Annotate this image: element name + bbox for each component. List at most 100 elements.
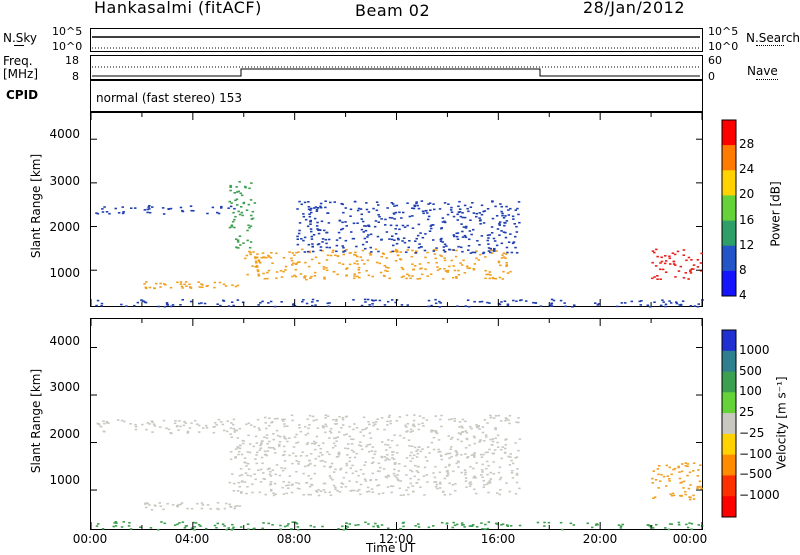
echo-cell	[294, 263, 298, 265]
echo-cell	[340, 482, 343, 484]
echo-cell	[690, 528, 694, 531]
echo-cell	[366, 444, 369, 446]
echo-cell	[472, 212, 476, 214]
colorbar-frame	[721, 329, 737, 518]
echo-cell	[458, 200, 461, 203]
echo-cell	[238, 447, 242, 450]
echo-cell	[179, 283, 183, 285]
echo-cell	[667, 528, 671, 531]
echo-cell	[651, 261, 654, 264]
echo-cell	[525, 300, 528, 302]
echo-cell	[345, 464, 349, 467]
echo-cell	[369, 478, 373, 481]
echo-cell	[287, 484, 290, 486]
echo-cell	[97, 423, 101, 426]
echo-cell	[317, 444, 321, 447]
echo-cell	[424, 256, 427, 259]
echo-cell	[271, 421, 274, 423]
echo-cell	[493, 250, 496, 252]
echo-cell	[462, 524, 465, 526]
echo-cell	[491, 276, 495, 279]
echo-cell	[385, 257, 388, 259]
echo-cell	[664, 303, 668, 306]
echo-cell	[395, 224, 398, 227]
echo-cell	[504, 419, 507, 422]
echo-cell	[484, 256, 487, 258]
echo-cell	[237, 247, 240, 249]
echo-cell	[668, 523, 672, 525]
echo-cell	[400, 304, 404, 306]
power-panel	[90, 112, 703, 307]
echo-cell	[303, 236, 307, 239]
echo-cell	[317, 494, 321, 497]
echo-cell	[438, 300, 441, 303]
echo-cell	[680, 470, 684, 473]
echo-cell	[334, 486, 337, 489]
echo-cell	[247, 203, 251, 206]
echo-cell	[478, 212, 481, 214]
echo-cell	[500, 205, 503, 208]
echo-cell	[482, 486, 485, 488]
echo-cell	[498, 493, 502, 496]
echo-cell	[213, 281, 217, 284]
echo-cell	[658, 465, 661, 467]
echo-cell	[236, 239, 240, 241]
echo-cell	[487, 464, 490, 467]
echo-cell	[656, 468, 660, 470]
echo-cell	[230, 422, 233, 424]
echo-cell	[345, 268, 348, 270]
echo-cell	[382, 253, 386, 255]
echo-cell	[428, 452, 431, 454]
echo-cell	[258, 449, 262, 451]
echo-cell	[415, 202, 418, 205]
echo-cell	[469, 425, 472, 428]
echo-cell	[402, 521, 405, 524]
echo-cell	[376, 470, 380, 472]
echo-cell	[346, 447, 350, 450]
echo-cell	[396, 254, 400, 257]
echo-cell	[296, 243, 300, 246]
echo-cell	[684, 490, 687, 493]
echo-cell	[483, 419, 487, 421]
echo-cell	[238, 427, 241, 430]
echo-cell	[377, 250, 380, 253]
echo-cell	[371, 275, 374, 278]
echo-cell	[447, 418, 451, 421]
echo-cell	[186, 507, 189, 510]
echo-cell	[401, 224, 405, 227]
echo-cell	[246, 486, 249, 488]
echo-cell	[309, 209, 312, 211]
echo-cell	[489, 438, 492, 441]
echo-cell	[348, 456, 352, 459]
echo-cell	[460, 425, 463, 428]
echo-cell	[422, 417, 425, 419]
echo-cell	[366, 259, 370, 262]
echo-cell	[481, 471, 484, 473]
echo-cell	[169, 305, 173, 308]
echo-cell	[450, 259, 453, 262]
echo-cell	[389, 420, 392, 422]
echo-cell	[470, 233, 473, 236]
echo-cell	[501, 446, 504, 448]
echo-cell	[487, 521, 491, 523]
echo-cell	[365, 427, 368, 429]
echo-cell	[236, 284, 240, 287]
echo-cell	[341, 221, 344, 224]
echo-cell	[449, 493, 452, 496]
echo-cell	[251, 265, 254, 267]
echo-cell	[288, 251, 291, 253]
echo-cell	[265, 454, 269, 457]
echo-cell	[467, 305, 471, 308]
echo-cell	[509, 453, 512, 455]
echo-cell	[175, 425, 179, 428]
echo-cell	[391, 235, 394, 237]
echo-cell	[426, 251, 429, 254]
nsearch-top-tick: 10^5	[708, 25, 739, 38]
echo-cell	[295, 470, 298, 473]
echo-cell	[328, 430, 332, 432]
echo-cell	[238, 181, 241, 183]
echo-cell	[248, 226, 251, 229]
echo-cell	[402, 525, 405, 528]
echo-cell	[464, 473, 467, 476]
echo-cell	[279, 435, 282, 438]
